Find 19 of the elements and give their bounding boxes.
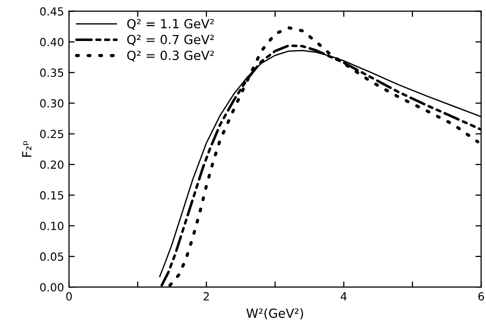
x-tick-label: 0 [66, 292, 72, 301]
y-axis-title: F₂ᵖ [22, 141, 32, 157]
legend-label: Q² = 1.1 GeV² [127, 18, 214, 30]
legend-label: Q² = 0.3 GeV² [127, 50, 214, 62]
x-tick-label: 6 [478, 292, 484, 301]
y-tick-label: 0.05 [40, 252, 64, 261]
legend-label: Q² = 0.7 GeV² [127, 34, 214, 46]
y-tick-label: 0.10 [40, 222, 64, 230]
x-axis-title: W²(GeV²) [246, 308, 304, 320]
y-tick-label: 0.25 [40, 130, 64, 138]
y-tick-label: 0.35 [40, 68, 64, 77]
y-tick-label: 0.15 [40, 191, 64, 200]
y-tick-label: 0.30 [40, 99, 64, 108]
y-tick-label: 0.00 [40, 283, 64, 292]
x-tick-label: 4 [340, 292, 347, 300]
y-tick-label: 0.20 [40, 160, 64, 169]
y-tick-label: 0.45 [40, 7, 64, 16]
x-tick-label: 2 [204, 292, 209, 300]
y-tick-label: 0.40 [40, 38, 64, 46]
